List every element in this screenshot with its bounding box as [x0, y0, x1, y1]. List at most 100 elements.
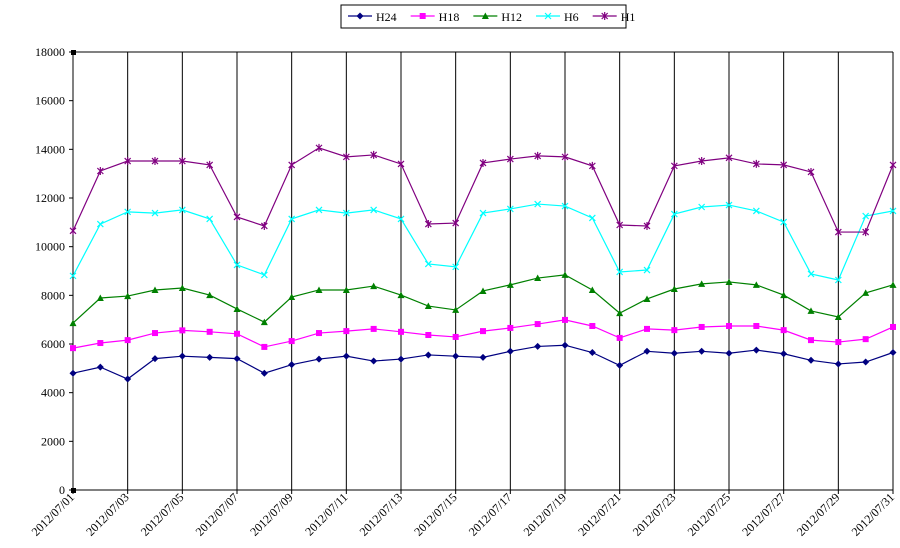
- marker: [561, 202, 569, 210]
- marker: [725, 153, 733, 162]
- marker: [97, 340, 104, 347]
- marker: [151, 209, 159, 217]
- x-tick-label: 2012/07/19: [521, 490, 570, 539]
- marker: [424, 220, 432, 229]
- marker: [534, 342, 542, 350]
- marker: [562, 316, 568, 323]
- marker: [698, 347, 706, 355]
- legend-label: H1: [621, 10, 636, 24]
- marker: [288, 361, 296, 369]
- marker: [151, 286, 159, 293]
- x-tick-label: 2012/07/11: [302, 490, 350, 538]
- marker: [342, 152, 350, 161]
- marker: [152, 330, 158, 337]
- marker: [206, 353, 214, 361]
- marker: [124, 292, 132, 300]
- marker: [342, 286, 350, 293]
- marker: [370, 325, 377, 332]
- marker: [233, 261, 241, 269]
- marker: [261, 343, 268, 350]
- marker: [356, 12, 364, 20]
- marker: [452, 263, 460, 271]
- marker: [780, 160, 788, 169]
- marker: [506, 155, 514, 164]
- marker: [670, 285, 678, 293]
- marker: [780, 218, 788, 226]
- marker: [479, 353, 487, 361]
- marker: [807, 270, 815, 278]
- y-tick-label: 14000: [35, 142, 65, 156]
- marker: [315, 286, 323, 293]
- marker: [342, 209, 350, 217]
- marker: [534, 274, 542, 282]
- y-tick-label: 12000: [35, 191, 65, 205]
- marker: [233, 212, 241, 221]
- marker: [178, 206, 186, 214]
- marker: [315, 355, 323, 363]
- marker: [233, 305, 241, 312]
- marker: [862, 289, 870, 296]
- marker: [70, 345, 76, 352]
- marker: [534, 200, 542, 208]
- marker: [588, 214, 596, 222]
- marker: [752, 281, 760, 288]
- marker: [698, 157, 706, 166]
- marker: [288, 160, 296, 169]
- marker: [424, 351, 432, 359]
- legend-label: H18: [439, 10, 460, 24]
- marker: [807, 356, 815, 364]
- marker: [343, 328, 350, 335]
- marker: [506, 281, 514, 288]
- x-tick-label: 2012/07/03: [83, 490, 132, 539]
- marker: [233, 355, 241, 363]
- marker: [671, 327, 678, 334]
- x-tick-label: 2012/07/05: [138, 490, 187, 539]
- marker: [419, 13, 426, 19]
- marker: [124, 337, 131, 344]
- x-tick-label: 2012/07/13: [357, 490, 406, 539]
- marker: [206, 291, 214, 299]
- marker: [124, 208, 132, 216]
- marker: [69, 319, 77, 327]
- marker: [506, 347, 514, 355]
- x-tick-label: 2012/07/25: [685, 490, 734, 539]
- marker: [260, 369, 268, 377]
- y-tick-label: 8000: [41, 288, 65, 302]
- marker: [643, 295, 651, 302]
- marker: [862, 228, 870, 237]
- marker: [206, 215, 214, 223]
- marker: [889, 349, 897, 357]
- x-tick-label: 2012/07/17: [466, 490, 515, 539]
- y-tick-label: 0: [59, 483, 65, 497]
- marker: [698, 323, 705, 330]
- marker: [288, 293, 296, 301]
- marker: [370, 206, 378, 214]
- marker: [616, 309, 624, 317]
- marker: [397, 215, 405, 223]
- marker: [69, 226, 77, 235]
- marker: [534, 321, 541, 328]
- marker: [808, 337, 814, 344]
- marker: [890, 323, 896, 330]
- marker: [398, 328, 404, 335]
- marker: [725, 349, 733, 357]
- marker: [601, 12, 609, 20]
- marker: [179, 327, 186, 334]
- marker: [616, 268, 624, 276]
- x-tick-label: 2012/07/27: [739, 490, 788, 539]
- marker: [234, 330, 240, 337]
- y-tick-label: 4000: [41, 386, 65, 400]
- marker: [698, 203, 706, 211]
- marker: [643, 221, 651, 230]
- x-tick-label: 2012/07/21: [575, 490, 624, 539]
- marker: [480, 328, 486, 335]
- marker: [616, 221, 624, 230]
- legend-label: H24: [376, 10, 397, 24]
- corner: [71, 50, 76, 55]
- marker: [835, 339, 842, 346]
- marker: [479, 287, 487, 294]
- marker: [316, 330, 322, 337]
- marker: [425, 331, 432, 338]
- marker: [670, 161, 678, 170]
